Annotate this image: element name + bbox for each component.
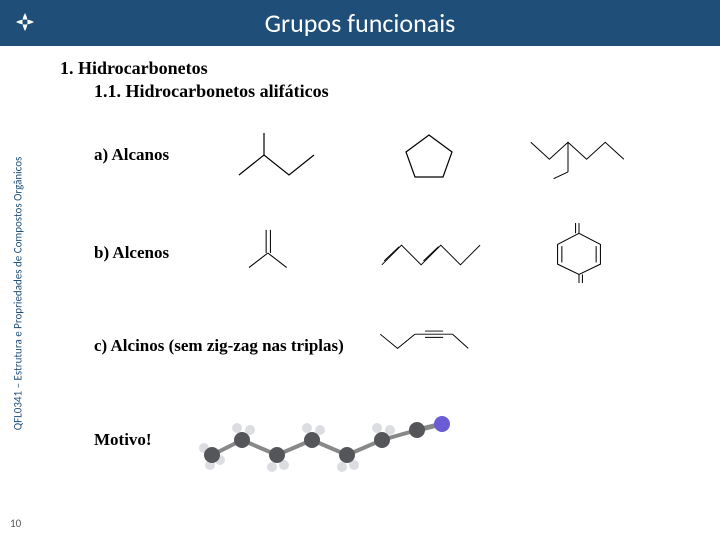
- course-label: QFL0341 – Estrutura e Propriedades de Co…: [12, 156, 25, 430]
- row-alcenos: b) Alcenos: [60, 218, 700, 288]
- logo-icon: [12, 9, 38, 35]
- isobutylene-icon: [224, 223, 334, 283]
- quinodimethane-icon: [524, 223, 634, 283]
- slide-content: 1. Hidrocarbonetos 1.1. Hidrocarbonetos …: [60, 58, 700, 510]
- cyclopentane-icon: [374, 125, 484, 185]
- alcinos-diagrams: [374, 316, 700, 376]
- sidebar: QFL0341 – Estrutura e Propriedades de Co…: [0, 46, 36, 540]
- heading-2: 1.1. Hidrocarbonetos alifáticos: [94, 81, 700, 102]
- alkyne-icon: [374, 316, 484, 376]
- label-motivo: Motivo!: [94, 430, 152, 450]
- alcenos-diagrams: [224, 223, 700, 283]
- label-alcinos: c) Alcinos (sem zig-zag nas triplas): [94, 336, 344, 356]
- page-number: 10: [10, 517, 21, 530]
- label-alcanos: a) Alcanos: [94, 145, 224, 165]
- diene-icon: [374, 223, 484, 283]
- row-motivo: Motivo!: [94, 400, 700, 480]
- slide-title: Grupos funcionais: [265, 7, 456, 39]
- label-alcenos: b) Alcenos: [94, 243, 224, 263]
- alkane-long-branched-icon: [524, 125, 634, 185]
- alcanos-diagrams: [224, 125, 700, 185]
- alkane-branched-icon: [224, 125, 334, 185]
- molecule-3d-icon: [182, 400, 462, 480]
- slide-header: Grupos funcionais: [0, 0, 720, 46]
- row-alcanos: a) Alcanos: [60, 120, 700, 190]
- heading-1: 1. Hidrocarbonetos: [60, 58, 700, 79]
- row-alcinos: c) Alcinos (sem zig-zag nas triplas): [60, 316, 700, 376]
